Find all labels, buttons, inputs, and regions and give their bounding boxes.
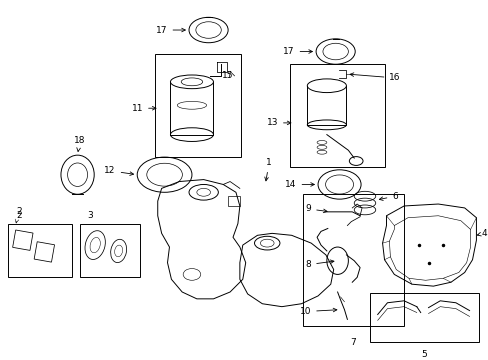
Bar (155, 54, 240, 157)
Text: 15: 15 (221, 72, 233, 81)
Text: 9: 9 (305, 204, 326, 213)
Bar (228, 196, 240, 206)
Text: 4: 4 (476, 229, 486, 238)
Bar (369, 293, 478, 342)
Text: 13: 13 (266, 118, 290, 127)
Text: 8: 8 (305, 260, 333, 269)
Text: 7: 7 (350, 338, 355, 347)
Text: 18: 18 (74, 136, 85, 152)
Text: 3: 3 (87, 211, 93, 220)
Bar (80, 224, 140, 277)
Text: 12: 12 (104, 166, 133, 175)
Bar (289, 64, 384, 167)
Text: 16: 16 (349, 73, 400, 82)
Text: 2: 2 (15, 207, 21, 223)
Text: 11: 11 (131, 104, 156, 113)
Bar (303, 194, 403, 326)
Text: 5: 5 (421, 350, 427, 359)
Text: 14: 14 (285, 180, 314, 189)
Text: 17: 17 (283, 47, 312, 56)
Text: 2: 2 (16, 211, 21, 220)
Text: 6: 6 (379, 192, 397, 201)
Bar (34, 242, 55, 262)
Text: 1: 1 (264, 158, 271, 181)
Bar (13, 230, 33, 251)
Text: 10: 10 (299, 307, 336, 316)
Bar (8, 224, 72, 277)
Text: 17: 17 (156, 26, 185, 35)
